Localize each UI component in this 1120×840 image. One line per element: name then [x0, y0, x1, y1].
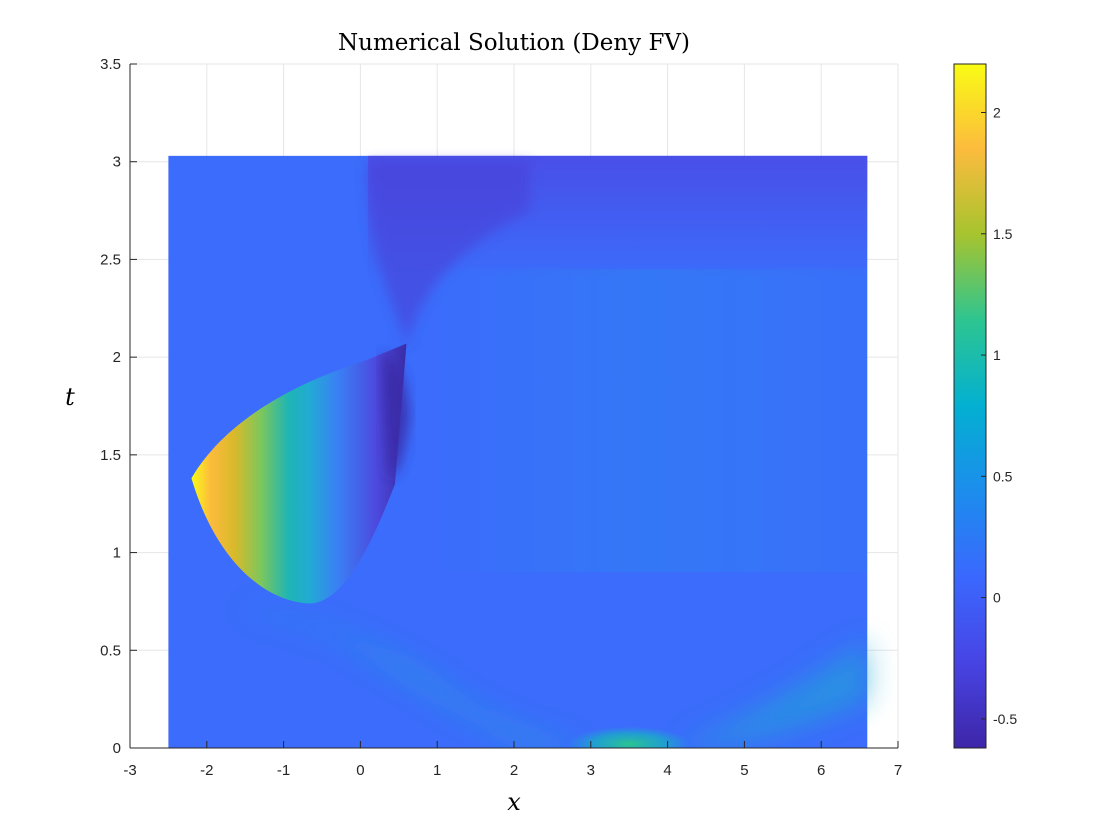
y-tick-label: 3.5 [100, 56, 121, 73]
colorbar-tick-label: 1.5 [993, 226, 1013, 242]
x-tick-label: -1 [277, 762, 290, 779]
chart-title: Numerical Solution (Deny FV) [338, 30, 690, 56]
x-tick-label: 0 [356, 762, 364, 779]
x-tick-label: 4 [663, 762, 671, 779]
y-tick-label: 2.5 [100, 251, 121, 268]
x-tick-label: -2 [200, 762, 213, 779]
heatmap [168, 155, 868, 748]
y-tick-label: 1 [113, 545, 121, 562]
x-tick-label: -3 [123, 762, 136, 779]
x-tick-label: 1 [433, 762, 441, 779]
x-tick-label: 7 [894, 762, 902, 779]
y-tick-label: 3 [113, 154, 121, 171]
y-tick-label: 0.5 [100, 642, 121, 659]
x-tick-label: 6 [817, 762, 825, 779]
right-light-region [429, 269, 868, 573]
left-wave-band [237, 607, 591, 748]
colorbar-gradient [953, 63, 987, 749]
plot-area: -3 -2 -1 0 1 2 3 4 5 6 7 0 0.5 1 1.5 2 2.5 3 3.5 [100, 56, 902, 779]
upper-negative-wave [368, 161, 530, 348]
colorbar-tick-label: 1 [993, 347, 1001, 363]
colorbar-ticks: -0.5 0 0.5 1 1.5 2 [981, 105, 1017, 727]
colorbar-tick-label: 0 [993, 590, 1001, 606]
y-tick-label: 0 [113, 740, 121, 757]
x-axis-label: x [507, 788, 521, 816]
initial-bump [567, 726, 691, 748]
right-wave-band [675, 640, 868, 748]
x-tick-label: 5 [740, 762, 748, 779]
x-tick-label: 2 [510, 762, 518, 779]
y-tick-label: 1.5 [100, 447, 121, 464]
x-tick-label: 3 [587, 762, 595, 779]
y-axis-label: t [65, 383, 75, 411]
y-tick-label: 2 [113, 349, 121, 366]
colorbar: -0.5 0 0.5 1 1.5 2 [953, 63, 1017, 749]
colorbar-tick-label: -0.5 [993, 711, 1017, 727]
colorbar-tick-label: 2 [993, 105, 1001, 121]
colorbar-tick-label: 0.5 [993, 468, 1013, 484]
left-lobe [191, 343, 407, 604]
negative-region [381, 353, 410, 477]
axes: -3 -2 -1 0 1 2 3 4 5 6 7 0 0.5 1 1.5 2 2.5 3 3.5 [100, 56, 902, 779]
